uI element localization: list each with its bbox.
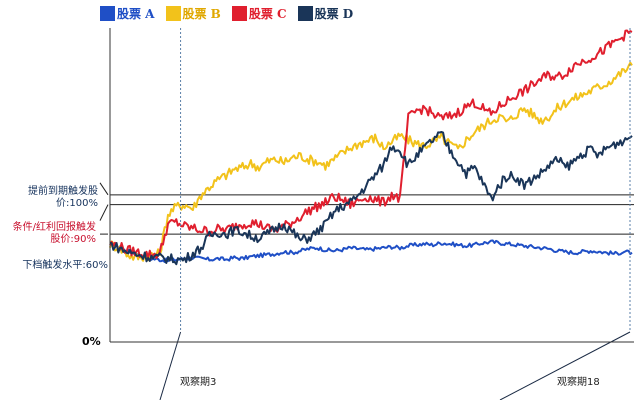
legend-item-c: 股票 C [231, 5, 287, 22]
legend-item-d: 股票 D [297, 5, 354, 22]
level-label-barrier: 下档触发水平:60% [22, 260, 108, 271]
series-line-3 [109, 131, 633, 266]
series-lines [109, 29, 633, 266]
observation-leader-1 [499, 331, 631, 400]
series-line-0 [109, 239, 633, 263]
observation-label-3: 观察期3 [180, 377, 217, 388]
legend-label-d: 股票 D [314, 6, 354, 21]
legend-label-a: 股票 A [117, 6, 155, 21]
legend-swatch-c [231, 5, 247, 21]
observation-markers [159, 28, 631, 400]
level-arrow-1 [99, 204, 109, 221]
legend-label-b: 股票 B [182, 6, 221, 21]
y-tick-label-zero: 0% [82, 335, 101, 348]
legend-item-b: 股票 B [165, 5, 221, 22]
series-line-1 [109, 61, 633, 262]
legend-label-c: 股票 C [248, 6, 287, 21]
level-label-early-redemption: 提前到期触发股价:100% [28, 186, 98, 209]
legend-swatch-b [165, 5, 181, 21]
observation-leader-0 [159, 331, 182, 400]
legend-swatch-d [297, 5, 313, 21]
level-label-coupon-trigger: 条件/红利回报触发股价:90% [12, 222, 96, 245]
level-arrow-0 [99, 182, 109, 196]
observation-label-18: 观察期18 [557, 377, 600, 388]
level-label-arrows [99, 182, 109, 235]
legend-item-a: 股票 A [100, 5, 155, 22]
legend-swatch-a [100, 5, 115, 21]
chart-legend: 股票 A 股票 B 股票 C 股票 D [100, 3, 364, 23]
series-line-2 [109, 29, 633, 259]
